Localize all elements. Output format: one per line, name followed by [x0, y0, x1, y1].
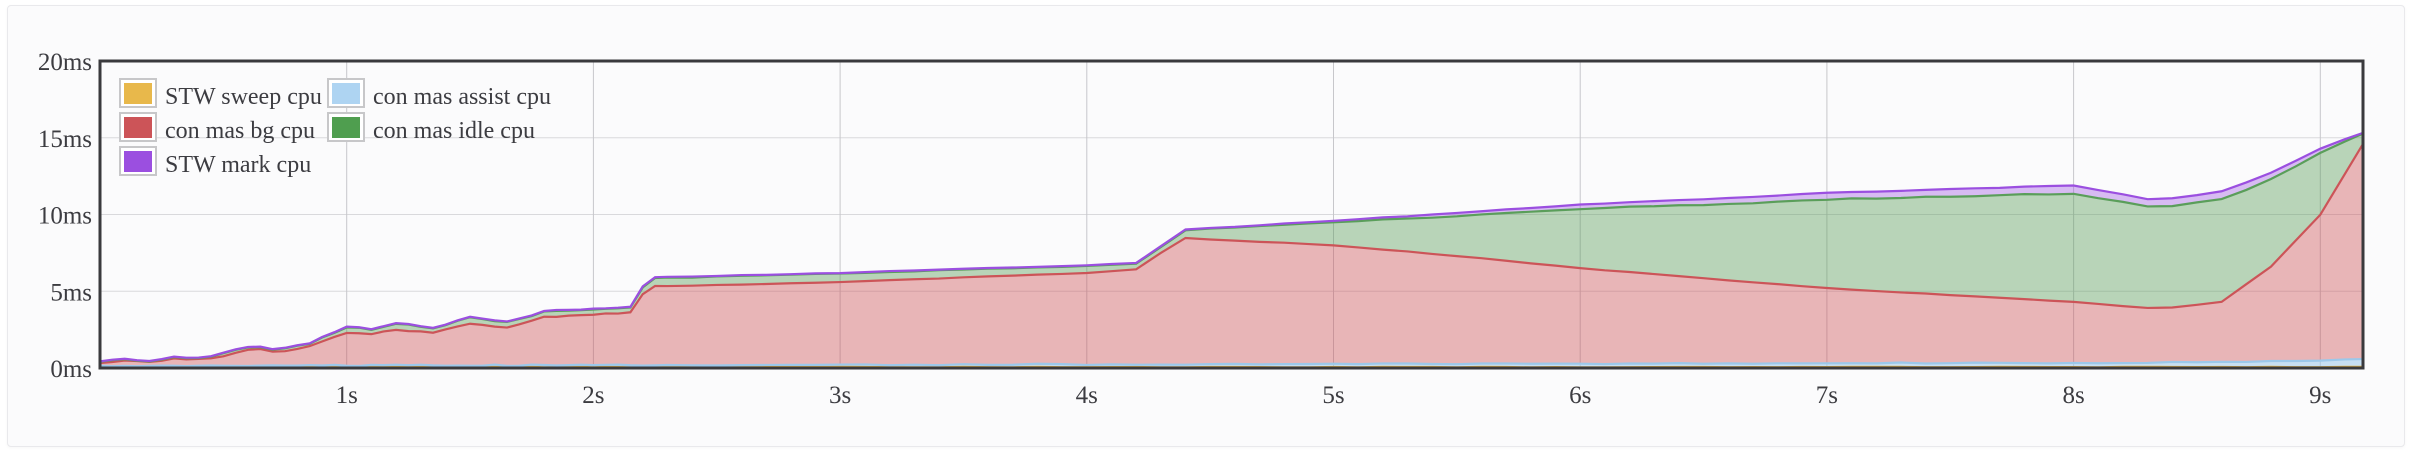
svg-text:5s: 5s [1322, 382, 1344, 409]
svg-text:10ms: 10ms [38, 203, 92, 230]
svg-text:7s: 7s [1816, 382, 1838, 409]
svg-text:6s: 6s [1569, 382, 1591, 409]
svg-text:15ms: 15ms [38, 126, 92, 153]
svg-text:20ms: 20ms [38, 49, 92, 76]
svg-text:con mas assist cpu: con mas assist cpu [373, 84, 551, 110]
svg-text:4s: 4s [1076, 382, 1098, 409]
svg-text:3s: 3s [829, 382, 851, 409]
svg-text:STW sweep cpu: STW sweep cpu [165, 84, 322, 110]
svg-text:5ms: 5ms [50, 279, 92, 306]
svg-text:1s: 1s [336, 382, 358, 409]
svg-text:9s: 9s [2309, 382, 2331, 409]
svg-text:0ms: 0ms [50, 356, 92, 383]
svg-text:con mas bg cpu: con mas bg cpu [165, 118, 315, 144]
svg-text:8s: 8s [2062, 382, 2084, 409]
svg-text:con mas idle cpu: con mas idle cpu [373, 118, 535, 144]
svg-text:STW mark cpu: STW mark cpu [165, 152, 311, 178]
svg-text:2s: 2s [582, 382, 604, 409]
